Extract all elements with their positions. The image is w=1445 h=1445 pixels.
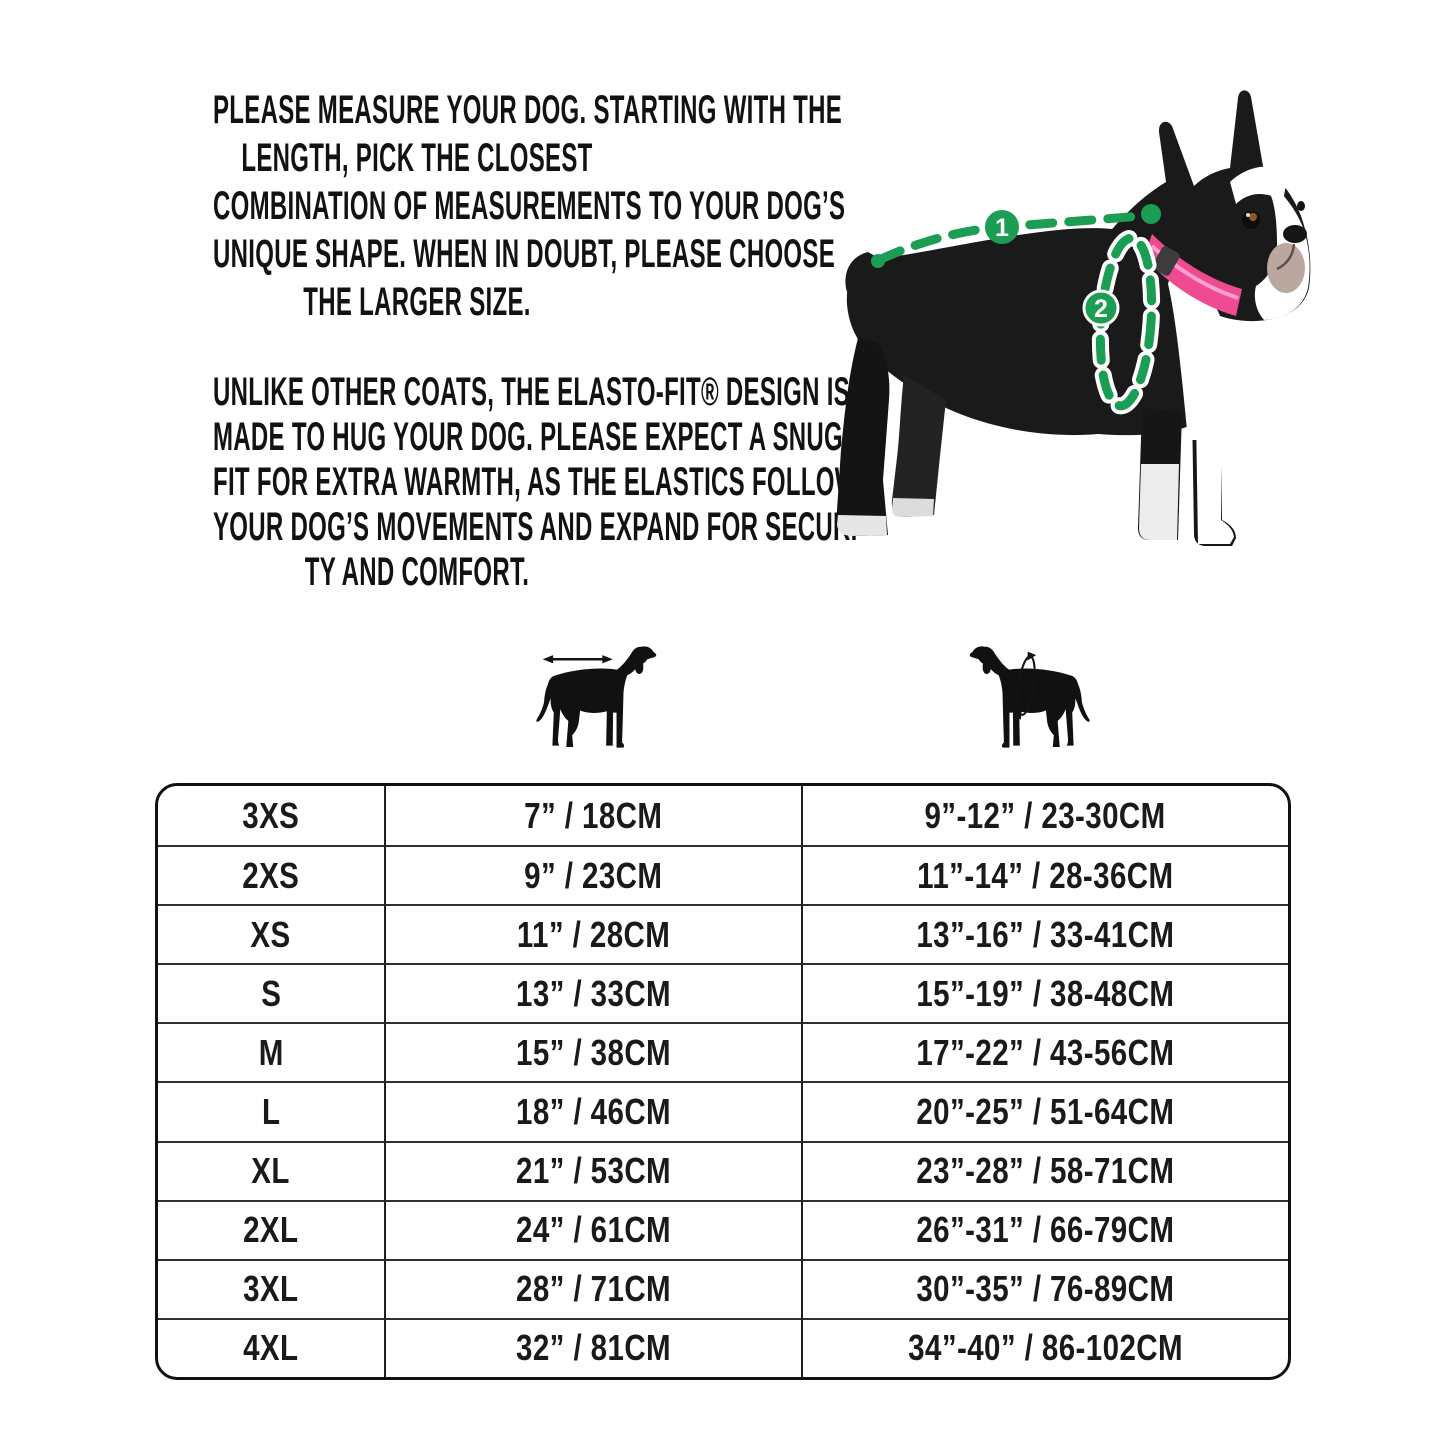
length-value: 11” / 28CM <box>516 913 671 955</box>
length-value: 15” / 38CM <box>515 1031 672 1073</box>
girth-cell: 15”-19” / 38-48CM <box>801 963 1288 1023</box>
girth-arrow <box>1012 651 1037 720</box>
size-cell: M <box>158 1022 384 1081</box>
size-table: 3XS 7” / 18CM 9”-12” / 23-30CM 2XS 9” / … <box>155 783 1291 1380</box>
text-line: THE LARGER SIZE. <box>303 280 531 324</box>
girth-value: 9”-12” / 23-30CM <box>924 794 1167 836</box>
length-value: 32” / 81CM <box>515 1327 672 1369</box>
text-line: FIT FOR EXTRA WARMTH, AS THE ELASTICS FO… <box>212 460 858 504</box>
size-label: 3XS <box>242 794 300 836</box>
girth-cell: 11”-14” / 28-36CM <box>801 845 1288 905</box>
text-line: UNIQUE SHAPE. WHEN IN DOUBT, PLEASE CHOO… <box>212 232 836 276</box>
size-label: XL <box>251 1150 291 1192</box>
size-label: XS <box>250 913 292 955</box>
girth-cell: 9”-12” / 23-30CM <box>801 786 1288 846</box>
length-cell: 24” / 61CM <box>384 1199 801 1259</box>
size-cell: 4XL <box>158 1317 384 1377</box>
girth-value: 34”-40” / 86-102CM <box>908 1327 1183 1369</box>
girth-value: 11”-14” / 28-36CM <box>917 854 1174 896</box>
girth-value: 17”-22” / 43-56CM <box>916 1031 1175 1073</box>
girth-value: 30”-35” / 76-89CM <box>916 1268 1175 1310</box>
guide-dot <box>1141 204 1161 224</box>
size-cell: L <box>158 1081 384 1140</box>
girth-cell: 23”-28” / 58-71CM <box>801 1140 1288 1200</box>
length-cell: 13” / 33CM <box>384 963 801 1023</box>
size-cell: 2XL <box>158 1199 384 1259</box>
dog-length-silhouette-icon <box>536 646 657 748</box>
length-cell: 15” / 38CM <box>384 1022 801 1082</box>
length-cell: 9” / 23CM <box>384 845 801 905</box>
girth-value: 13”-16” / 33-41CM <box>916 913 1175 955</box>
size-cell: XS <box>158 904 384 963</box>
length-cell: 11” / 28CM <box>384 904 801 964</box>
guide-dot <box>871 254 885 268</box>
length-value: 28” / 71CM <box>515 1268 672 1310</box>
text-line: COMBINATION OF MEASUREMENTS TO YOUR DOG’… <box>212 184 846 228</box>
text-line: UNLIKE OTHER COATS, THE ELASTO-FIT® DESI… <box>212 370 850 414</box>
length-value: 7” / 18CM <box>524 794 663 836</box>
step-1-badge: 1 <box>985 210 1019 244</box>
text-line: MADE TO HUG YOUR DOG. PLEASE EXPECT A SN… <box>212 415 844 459</box>
length-cell: 32” / 81CM <box>384 1317 801 1377</box>
length-value: 18” / 46CM <box>515 1091 672 1133</box>
length-value: 24” / 61CM <box>515 1209 672 1251</box>
size-label: M <box>258 1031 284 1073</box>
length-value: 13” / 33CM <box>515 972 672 1014</box>
size-label: 4XL <box>243 1327 299 1369</box>
text-line: YOUR DOG’S MOVEMENTS AND EXPAND FOR SECU… <box>212 505 866 549</box>
text-line: PLEASE MEASURE YOUR DOG. STARTING WITH T… <box>212 88 843 132</box>
length-cell: 21” / 53CM <box>384 1140 801 1200</box>
step-1-number: 1 <box>995 214 1009 242</box>
girth-cell: 30”-35” / 76-89CM <box>801 1258 1288 1318</box>
girth-cell: 17”-22” / 43-56CM <box>801 1022 1288 1082</box>
length-arrow <box>542 655 613 664</box>
dog-measure-photo: 1 2 <box>836 90 1311 546</box>
length-value: 21” / 53CM <box>515 1150 672 1192</box>
size-cell: 2XS <box>158 845 384 904</box>
girth-cell: 13”-16” / 33-41CM <box>801 904 1288 964</box>
step-2-badge: 2 <box>1082 289 1120 327</box>
size-cell: 3XS <box>158 786 384 845</box>
girth-cell: 26”-31” / 66-79CM <box>801 1199 1288 1259</box>
text-line: LENGTH, PICK THE CLOSEST <box>241 136 593 180</box>
length-value: 9” / 23CM <box>524 854 663 896</box>
girth-cell: 34”-40” / 86-102CM <box>801 1317 1288 1377</box>
girth-value: 26”-31” / 66-79CM <box>916 1209 1175 1251</box>
size-cell: S <box>158 963 384 1022</box>
girth-value: 23”-28” / 58-71CM <box>916 1150 1175 1192</box>
size-label: 2XS <box>242 854 300 896</box>
text-line: TY AND COMFORT. <box>304 550 530 594</box>
pink-collar <box>1144 234 1242 316</box>
girth-value: 20”-25” / 51-64CM <box>916 1091 1175 1133</box>
measure-instructions: PLEASE MEASURE YOUR DOG. STARTING WITH T… <box>77 86 846 326</box>
size-cell: 3XL <box>158 1258 384 1318</box>
girth-cell: 20”-25” / 51-64CM <box>801 1081 1288 1141</box>
size-label: 2XL <box>243 1209 299 1251</box>
fit-note: UNLIKE OTHER COATS, THE ELASTO-FIT® DESI… <box>77 370 866 595</box>
size-label: L <box>261 1091 281 1133</box>
length-cell: 18” / 46CM <box>384 1081 801 1141</box>
size-label: 3XL <box>243 1268 299 1310</box>
boston-terrier-image <box>836 90 1311 546</box>
girth-value: 15”-19” / 38-48CM <box>916 972 1175 1014</box>
length-cell: 7” / 18CM <box>384 786 801 846</box>
size-cell: XL <box>158 1140 384 1200</box>
length-cell: 28” / 71CM <box>384 1258 801 1318</box>
step-2-number: 2 <box>1094 295 1108 323</box>
dog-girth-silhouette-icon <box>969 646 1090 748</box>
size-label: S <box>260 972 282 1014</box>
